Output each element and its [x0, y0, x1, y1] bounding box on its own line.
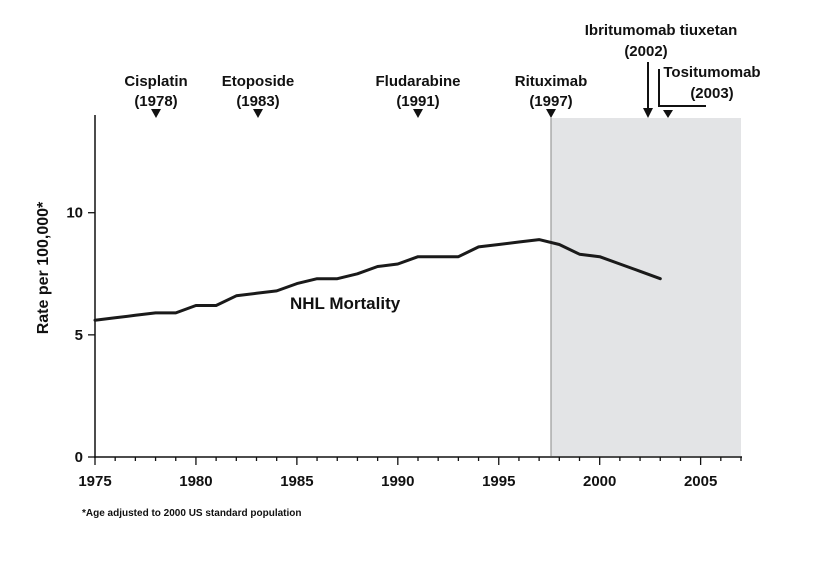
- annotation-ibritumomab-name: Ibritumomab tiuxetan: [585, 22, 738, 39]
- y-tick-label: 10: [66, 205, 83, 222]
- annotation-cisplatin-name: Cisplatin: [124, 73, 187, 90]
- annotation-tositumomab-leader: [658, 69, 706, 107]
- x-tick-label: 1995: [482, 473, 515, 490]
- arrow-down-icon: [643, 108, 653, 118]
- annotation-rituximab-year: (1997): [529, 93, 572, 110]
- x-ticks: 1975 1980 1985 1990 1995 2000 2005: [78, 457, 742, 490]
- y-axis-title: Rate per 100,000*: [35, 201, 52, 334]
- arrow-down-icon: [253, 109, 263, 118]
- x-tick-label: 1990: [381, 473, 414, 490]
- arrow-down-icon: [663, 110, 673, 118]
- annotation-tositumomab-name: Tositumomab: [663, 64, 760, 81]
- annotation-cisplatin-year: (1978): [134, 93, 177, 110]
- footnote: *Age adjusted to 2000 US standard popula…: [82, 508, 301, 519]
- x-tick-label: 1980: [179, 473, 212, 490]
- arrow-down-icon: [413, 109, 423, 118]
- x-tick-label: 2005: [684, 473, 717, 490]
- arrow-down-icon: [546, 109, 556, 118]
- arrow-down-icon: [151, 109, 161, 118]
- drug-annotations: Cisplatin (1978) Etoposide (1983) Fludar…: [124, 22, 761, 118]
- y-ticks: 0 5 10: [66, 205, 95, 466]
- x-tick-label: 1985: [280, 473, 313, 490]
- annotation-ibritumomab-year: (2002): [624, 43, 667, 60]
- nhl-mortality-line: [93, 238, 662, 322]
- post-rituximab-shaded-region: [551, 118, 741, 456]
- annotation-etoposide-year: (1983): [236, 93, 279, 110]
- annotation-tositumomab-year: (2003): [690, 85, 733, 102]
- annotation-fludarabine-name: Fludarabine: [375, 73, 460, 90]
- annotation-fludarabine-year: (1991): [396, 93, 439, 110]
- y-tick-label: 0: [75, 449, 83, 466]
- annotation-etoposide-name: Etoposide: [222, 73, 295, 90]
- x-tick-label: 1975: [78, 473, 111, 490]
- y-tick-label: 5: [75, 327, 83, 344]
- series-label-nhl-mortality: NHL Mortality: [290, 294, 401, 313]
- annotation-rituximab-name: Rituximab: [515, 73, 588, 90]
- x-tick-label: 2000: [583, 473, 616, 490]
